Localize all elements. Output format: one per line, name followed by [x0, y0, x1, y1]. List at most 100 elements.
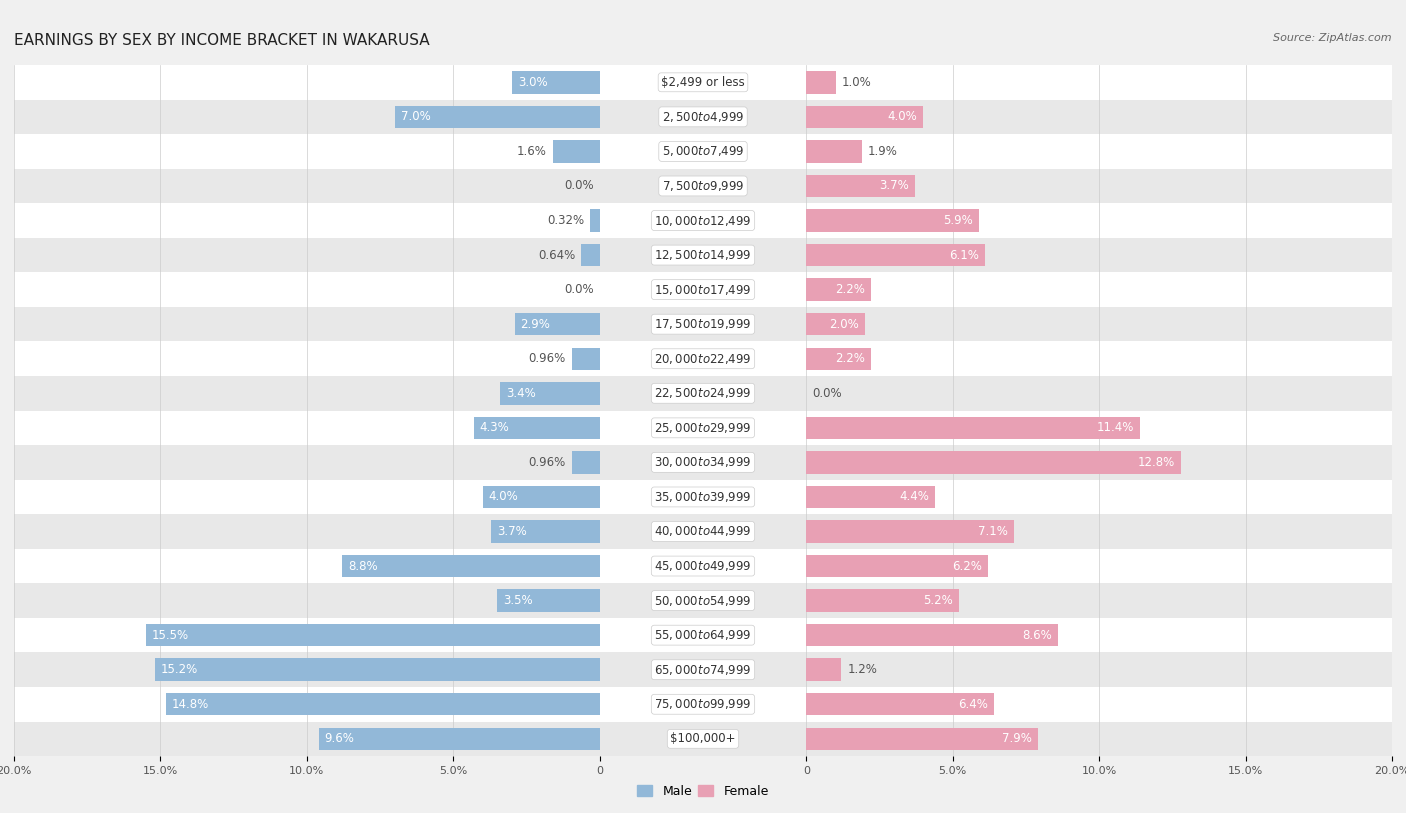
- Text: 4.0%: 4.0%: [488, 490, 519, 503]
- Text: 2.2%: 2.2%: [835, 352, 865, 365]
- Text: 6.1%: 6.1%: [949, 249, 979, 262]
- Text: 3.7%: 3.7%: [498, 525, 527, 538]
- Text: $45,000 to $49,999: $45,000 to $49,999: [654, 559, 752, 573]
- Bar: [14, 65, 599, 99]
- Bar: [14, 411, 599, 446]
- Bar: [807, 549, 1392, 584]
- Bar: [807, 134, 1392, 169]
- Text: $50,000 to $54,999: $50,000 to $54,999: [654, 593, 752, 607]
- Bar: [807, 175, 915, 198]
- Text: $22,500 to $24,999: $22,500 to $24,999: [654, 386, 752, 400]
- Text: 9.6%: 9.6%: [325, 733, 354, 746]
- Text: $7,500 to $9,999: $7,500 to $9,999: [662, 179, 744, 193]
- Bar: [807, 307, 1392, 341]
- Text: $35,000 to $39,999: $35,000 to $39,999: [654, 490, 752, 504]
- Text: $40,000 to $44,999: $40,000 to $44,999: [654, 524, 752, 538]
- Bar: [599, 446, 807, 480]
- Bar: [512, 71, 599, 93]
- Bar: [807, 485, 935, 508]
- Text: $2,499 or less: $2,499 or less: [661, 76, 745, 89]
- Bar: [807, 278, 870, 301]
- Bar: [599, 480, 807, 515]
- Bar: [599, 99, 807, 134]
- Text: 1.9%: 1.9%: [868, 145, 897, 158]
- Bar: [599, 549, 807, 584]
- Bar: [515, 313, 599, 336]
- Bar: [498, 589, 599, 612]
- Text: 3.7%: 3.7%: [879, 180, 908, 193]
- Bar: [474, 416, 599, 439]
- Bar: [807, 693, 994, 715]
- Text: $17,500 to $19,999: $17,500 to $19,999: [654, 317, 752, 331]
- Text: 1.0%: 1.0%: [841, 76, 872, 89]
- Bar: [14, 584, 599, 618]
- Bar: [807, 520, 1014, 543]
- Bar: [14, 376, 599, 411]
- Bar: [807, 652, 1392, 687]
- Text: $30,000 to $34,999: $30,000 to $34,999: [654, 455, 752, 469]
- Bar: [807, 341, 1392, 376]
- Bar: [166, 693, 599, 715]
- Bar: [155, 659, 599, 681]
- Bar: [14, 134, 599, 169]
- Bar: [807, 584, 1392, 618]
- Bar: [807, 624, 1059, 646]
- Text: 0.64%: 0.64%: [538, 249, 575, 262]
- Bar: [807, 480, 1392, 515]
- Text: $55,000 to $64,999: $55,000 to $64,999: [654, 628, 752, 642]
- Bar: [807, 244, 986, 267]
- Bar: [599, 65, 807, 99]
- Text: 7.0%: 7.0%: [401, 111, 430, 124]
- Text: 2.2%: 2.2%: [835, 283, 865, 296]
- Text: 4.4%: 4.4%: [900, 490, 929, 503]
- Bar: [342, 554, 599, 577]
- Text: 11.4%: 11.4%: [1097, 421, 1135, 434]
- Bar: [807, 687, 1392, 722]
- Bar: [14, 237, 599, 272]
- Bar: [807, 446, 1392, 480]
- Text: 3.4%: 3.4%: [506, 387, 536, 400]
- Text: 1.2%: 1.2%: [848, 663, 877, 676]
- Bar: [807, 203, 1392, 237]
- Bar: [146, 624, 599, 646]
- Text: 0.0%: 0.0%: [564, 180, 593, 193]
- Text: $65,000 to $74,999: $65,000 to $74,999: [654, 663, 752, 676]
- Bar: [599, 687, 807, 722]
- Bar: [807, 272, 1392, 307]
- Text: 0.96%: 0.96%: [529, 456, 565, 469]
- Text: $2,500 to $4,999: $2,500 to $4,999: [662, 110, 744, 124]
- Text: 0.32%: 0.32%: [547, 214, 585, 227]
- Bar: [807, 99, 1392, 134]
- Bar: [14, 687, 599, 722]
- Text: 3.0%: 3.0%: [517, 76, 547, 89]
- Bar: [807, 71, 835, 93]
- Text: 15.5%: 15.5%: [152, 628, 188, 641]
- Bar: [807, 728, 1038, 750]
- Bar: [599, 203, 807, 237]
- Text: $12,500 to $14,999: $12,500 to $14,999: [654, 248, 752, 262]
- Text: 6.4%: 6.4%: [957, 698, 988, 711]
- Text: $10,000 to $12,499: $10,000 to $12,499: [654, 214, 752, 228]
- Bar: [14, 307, 599, 341]
- Bar: [807, 416, 1140, 439]
- Bar: [599, 618, 807, 652]
- Bar: [807, 169, 1392, 203]
- Bar: [591, 209, 599, 232]
- Text: $75,000 to $99,999: $75,000 to $99,999: [654, 698, 752, 711]
- Bar: [599, 134, 807, 169]
- Bar: [599, 376, 807, 411]
- Bar: [491, 520, 599, 543]
- Bar: [807, 313, 865, 336]
- Bar: [599, 515, 807, 549]
- Bar: [599, 237, 807, 272]
- Bar: [807, 589, 959, 612]
- Bar: [14, 618, 599, 652]
- Text: $100,000+: $100,000+: [671, 733, 735, 746]
- Bar: [599, 584, 807, 618]
- Text: 3.5%: 3.5%: [503, 594, 533, 607]
- Bar: [482, 485, 599, 508]
- Bar: [807, 376, 1392, 411]
- Bar: [572, 451, 599, 474]
- Text: 2.9%: 2.9%: [520, 318, 551, 331]
- Bar: [14, 341, 599, 376]
